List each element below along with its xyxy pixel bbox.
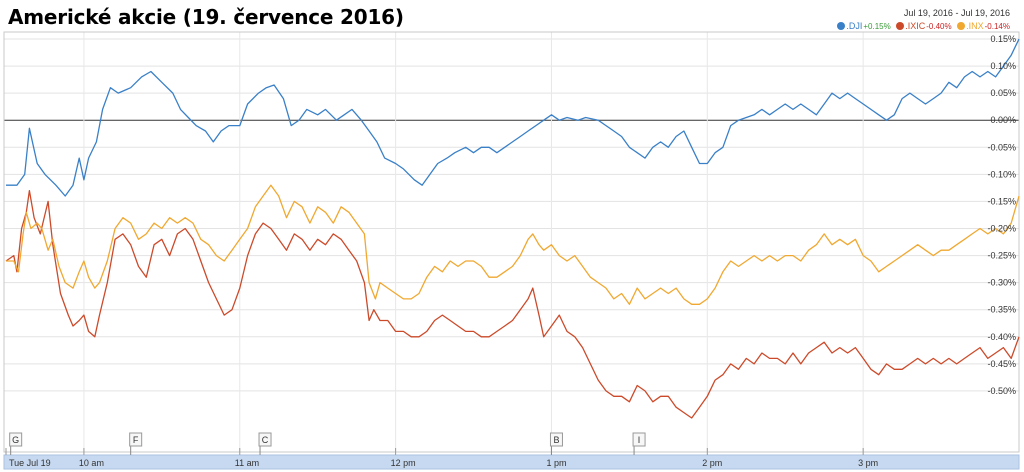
date-range: Jul 19, 2016 - Jul 19, 2016 bbox=[904, 8, 1010, 18]
chart-title: Americké akcie (19. července 2016) bbox=[8, 5, 404, 29]
time-axis-bar[interactable] bbox=[3, 454, 1020, 470]
y-tick-label: 0.15% bbox=[990, 34, 1016, 44]
x-tick-label: 12 pm bbox=[391, 458, 416, 468]
y-tick-label: -0.40% bbox=[987, 332, 1016, 342]
y-tick-label: -0.10% bbox=[987, 169, 1016, 179]
flag-box[interactable] bbox=[632, 432, 646, 447]
grid bbox=[4, 32, 1019, 452]
y-tick-label: -0.50% bbox=[987, 386, 1016, 396]
series-line-ixic bbox=[5, 189, 1020, 419]
y-tick-label: -0.45% bbox=[987, 359, 1016, 369]
x-tick-label: 10 am bbox=[79, 458, 104, 468]
x-tick-label: 1 pm bbox=[546, 458, 566, 468]
series-dot-icon bbox=[837, 22, 846, 30]
flag-label: I bbox=[638, 435, 641, 445]
flag-label: C bbox=[262, 435, 269, 445]
y-tick-label: -0.20% bbox=[987, 224, 1016, 234]
y-tick-label: -0.05% bbox=[987, 142, 1016, 152]
flag-label: F bbox=[133, 435, 139, 445]
x-tick-label: Tue Jul 19 bbox=[9, 458, 51, 468]
axes bbox=[3, 31, 1020, 453]
flag-box[interactable] bbox=[549, 432, 563, 447]
y-tick-label: -0.30% bbox=[987, 278, 1016, 288]
y-tick-label: -0.15% bbox=[987, 196, 1016, 206]
y-tick-label: 0.10% bbox=[990, 61, 1016, 71]
y-tick-label: -0.35% bbox=[987, 305, 1016, 315]
series-lines bbox=[5, 38, 1020, 419]
legend-change: -0.40% bbox=[926, 22, 952, 31]
x-tick-label: 2 pm bbox=[702, 458, 722, 468]
series-line-inx bbox=[6, 184, 1020, 305]
y-tick-label: -0.25% bbox=[987, 251, 1016, 261]
date-range-start: Jul 19, 2016 bbox=[903, 8, 953, 18]
x-tick-label: 3 pm bbox=[858, 458, 878, 468]
legend-item-inx[interactable]: .INX-0.14% bbox=[957, 21, 1010, 31]
time-axis[interactable]: Tue Jul 19 10 am 11 am 12 pm 1 pm 2 pm 3 pm bbox=[3, 448, 1020, 470]
plot-frame bbox=[3, 31, 1020, 453]
flag-label: B bbox=[553, 435, 559, 445]
date-range-end: Jul 19, 2016 bbox=[960, 8, 1010, 18]
series-dot-icon bbox=[896, 22, 905, 30]
legend: .DJI+0.15% .IXIC-0.40% .INX-0.14% bbox=[834, 21, 1010, 31]
series-line-dji bbox=[6, 38, 1020, 197]
flag-box[interactable] bbox=[129, 432, 143, 447]
x-tick-label: 11 am bbox=[235, 458, 259, 468]
legend-label: .DJI bbox=[846, 21, 863, 31]
y-tick-label: 0.05% bbox=[990, 88, 1016, 98]
legend-change: +0.15% bbox=[863, 22, 891, 31]
flag-box[interactable] bbox=[258, 432, 272, 447]
flag-box[interactable] bbox=[9, 432, 23, 447]
date-range-separator: - bbox=[955, 8, 959, 18]
flag-label: G bbox=[12, 435, 19, 445]
legend-label: .IXIC bbox=[905, 21, 926, 31]
legend-item-dji[interactable]: .DJI+0.15% bbox=[837, 21, 891, 31]
y-tick-label: 0.00% bbox=[990, 115, 1016, 125]
legend-label: .INX bbox=[966, 21, 984, 31]
series-dot-icon bbox=[957, 22, 966, 30]
legend-change: -0.14% bbox=[984, 22, 1010, 31]
legend-item-ixic[interactable]: .IXIC-0.40% bbox=[896, 21, 952, 31]
y-axis-ticks: 0.15% 0.10% 0.05% 0.00% -0.05% -0.10% -0.15% -0… bbox=[987, 34, 1016, 396]
